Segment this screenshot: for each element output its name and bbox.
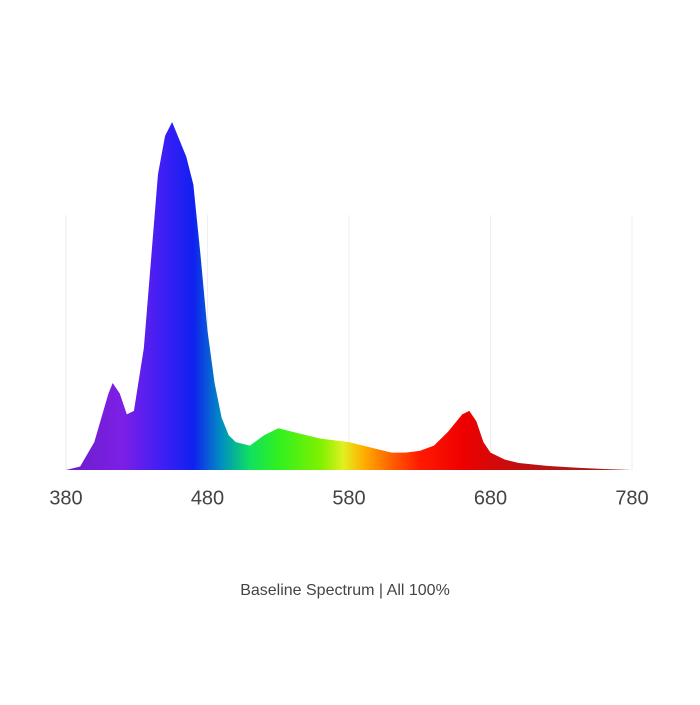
caption: Baseline Spectrum | All 100% (240, 582, 450, 599)
x-tick-label: 480 (191, 487, 224, 509)
x-tick-label: 580 (332, 487, 365, 509)
spectrum-area (66, 122, 632, 470)
x-tick-label: 780 (615, 487, 648, 509)
x-tick-label: 680 (474, 487, 507, 509)
x-tick-label: 380 (49, 487, 82, 509)
